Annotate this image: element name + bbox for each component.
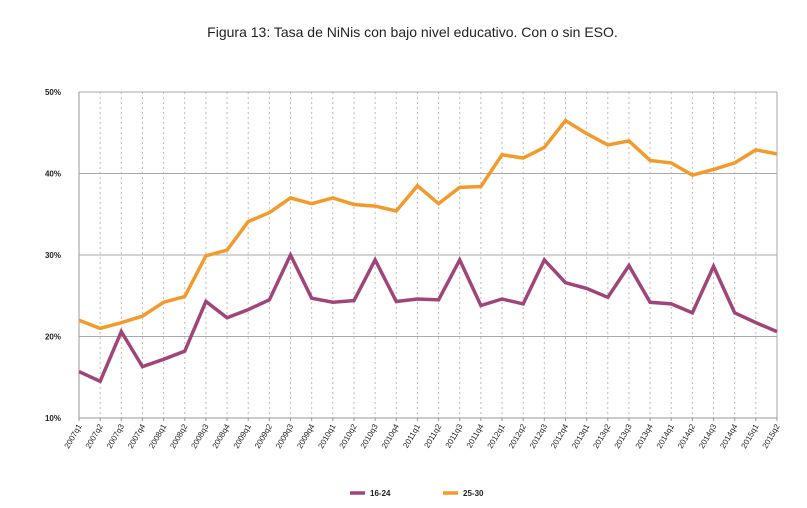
x-tick-label: 2011q2: [422, 422, 443, 450]
chart-title: Figura 13: Tasa de NiNis con bajo nivel …: [207, 24, 618, 40]
y-tick-label: 30%: [45, 251, 61, 260]
x-tick-label: 2014q1: [655, 422, 676, 450]
y-tick-label: 20%: [45, 333, 61, 342]
x-tick-label: 2012q1: [486, 422, 507, 450]
x-tick-label: 2014q2: [676, 422, 697, 450]
x-tick-label: 2010q4: [380, 422, 401, 450]
x-tick-label: 2015q1: [739, 422, 760, 450]
y-tick-label: 40%: [45, 170, 61, 179]
x-tick-label: 2010q3: [359, 422, 380, 450]
x-tick-label: 2010q1: [316, 422, 337, 450]
x-tick-label: 2007q3: [105, 422, 126, 450]
x-tick-label: 2008q3: [189, 422, 210, 450]
x-tick-label: 2007q4: [126, 422, 147, 450]
x-tick-label: 2008q4: [211, 422, 232, 450]
x-tick-label: 2013q2: [591, 422, 612, 450]
x-tick-label: 2013q3: [613, 422, 634, 450]
x-tick-label: 2011q3: [444, 422, 465, 450]
x-tick-label: 2014q4: [718, 422, 739, 450]
series-line-16-24: [78, 250, 778, 384]
x-tick-label: 2007q1: [63, 422, 84, 450]
x-tick-label: 2008q1: [147, 422, 168, 450]
x-tick-label: 2015q2: [761, 422, 782, 450]
x-tick-label: 2009q2: [253, 422, 274, 450]
x-tick-label: 2013q1: [570, 422, 591, 450]
x-tick-label: 2009q1: [232, 422, 253, 450]
x-tick-label: 2010q2: [338, 422, 359, 450]
x-tick-label: 2009q4: [295, 422, 316, 450]
x-tick-label: 2013q4: [634, 422, 655, 450]
x-tick-label: 2007q2: [84, 422, 105, 450]
x-tick-label: 2011q4: [465, 422, 486, 450]
x-tick-label: 2012q4: [549, 422, 570, 450]
x-tick-label: 2014q3: [697, 422, 718, 450]
x-tick-label: 2012q3: [528, 422, 549, 450]
y-tick-label: 10%: [45, 414, 61, 423]
series-line-25-30: [78, 118, 778, 331]
legend-label-25-30: 25-30: [463, 489, 484, 498]
legend-label-16-24: 16-24: [370, 489, 391, 498]
x-tick-label: 2009q3: [274, 422, 295, 450]
y-tick-label: 50%: [45, 88, 61, 97]
x-tick-label: 2008q2: [168, 422, 189, 450]
x-tick-label: 2011q1: [401, 422, 422, 450]
x-tick-label: 2012q2: [507, 422, 528, 450]
